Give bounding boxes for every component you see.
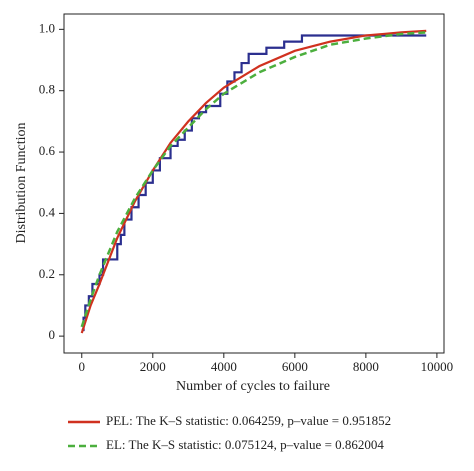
x-tick-label: 8000 [353,359,379,374]
x-axis-label: Number of cycles to failure [176,379,330,394]
y-tick-label: 0.4 [39,204,56,219]
y-tick-label: 1.0 [39,20,55,35]
legend-label: PEL: The K–S statistic: 0.064259, p–valu… [106,413,391,428]
series-line [80,29,427,334]
y-axis-label: Distribution Function [14,123,29,244]
y-tick-label: 0.2 [39,266,55,281]
plot-frame [63,13,445,354]
y-tick-label: 0 [49,327,56,342]
y-tick-label: 0.6 [39,143,56,158]
y-tick-label: 0.8 [39,82,55,97]
series-line [81,34,427,332]
series-line [80,31,427,328]
x-tick-label: 6000 [282,359,308,374]
x-tick-label: 0 [79,359,86,374]
x-tick-label: 4000 [211,359,237,374]
x-tick-label: 2000 [140,359,166,374]
legend-label: EL: The K–S statistic: 0.075124, p–value… [106,437,384,452]
x-tick-label: 10000 [421,359,454,374]
